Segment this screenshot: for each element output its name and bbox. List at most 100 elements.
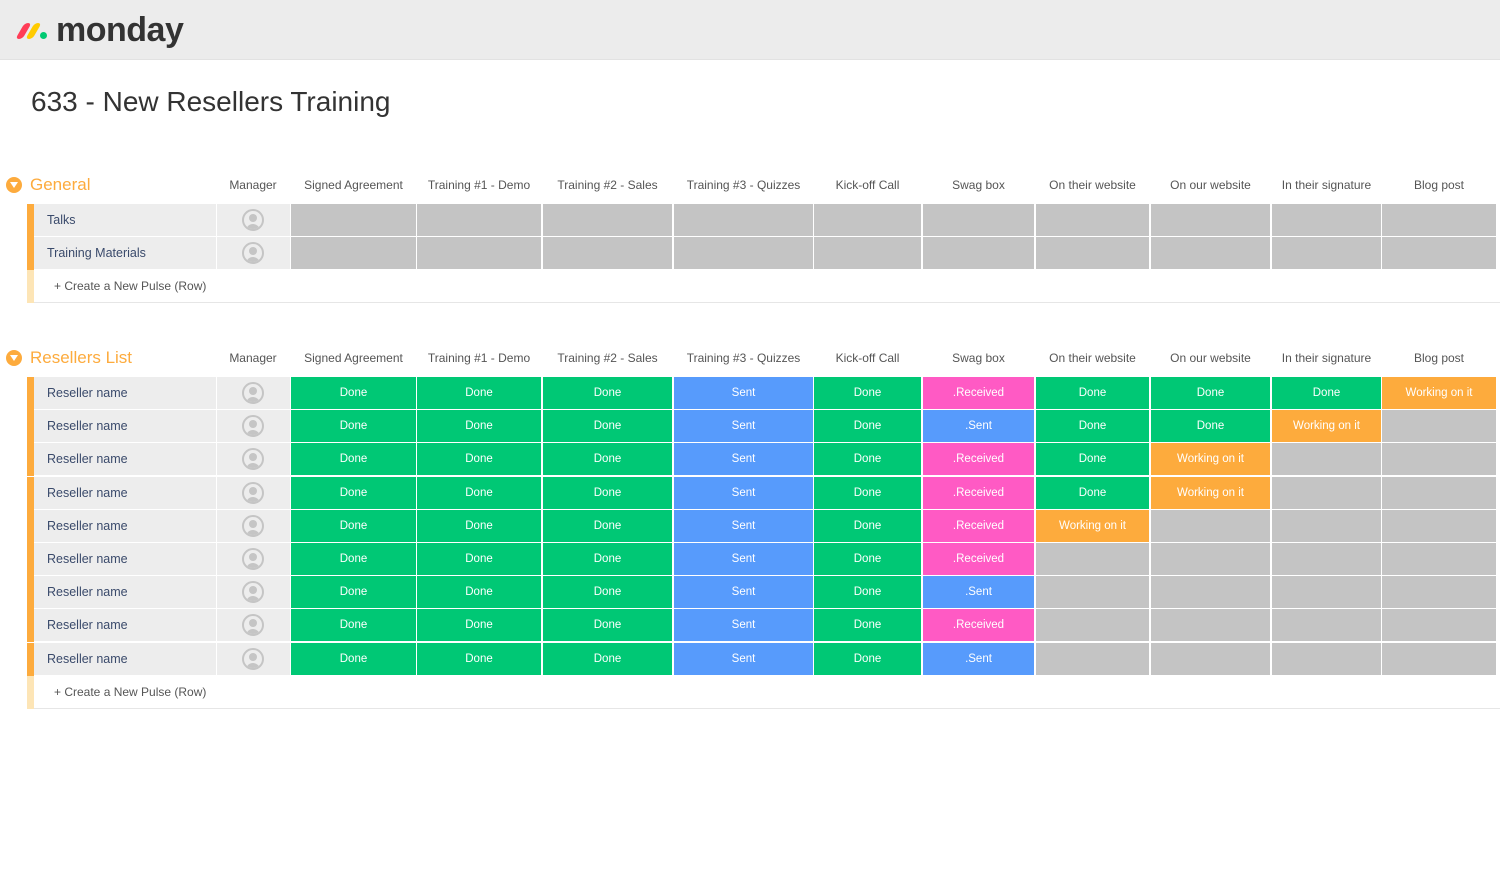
person-avatar-icon[interactable] [242, 515, 264, 537]
status-cell[interactable] [291, 204, 416, 236]
group-title[interactable]: Resellers List [30, 348, 133, 367]
status-cell[interactable] [1382, 443, 1496, 475]
status-cell[interactable] [1382, 543, 1496, 575]
status-cell[interactable] [814, 204, 921, 236]
status-cell[interactable]: Done [543, 443, 672, 475]
group-title[interactable]: General [30, 175, 91, 194]
collapse-chevron-icon[interactable] [6, 177, 22, 193]
status-cell[interactable] [1272, 643, 1381, 675]
manager-cell[interactable] [217, 643, 290, 675]
status-cell[interactable]: Done [417, 543, 541, 575]
status-cell[interactable] [1272, 576, 1381, 608]
status-cell[interactable] [1382, 410, 1496, 442]
person-avatar-icon[interactable] [242, 581, 264, 603]
status-cell[interactable] [1151, 204, 1270, 236]
status-cell[interactable]: Done [291, 510, 416, 542]
status-cell[interactable]: .Received [923, 609, 1034, 641]
manager-cell[interactable] [217, 543, 290, 575]
status-cell[interactable] [543, 204, 672, 236]
status-cell[interactable]: Done [417, 576, 541, 608]
person-avatar-icon[interactable] [242, 382, 264, 404]
column-header-kick-off-call[interactable]: Kick-off Call [835, 351, 900, 365]
status-cell[interactable] [1036, 576, 1149, 608]
status-cell[interactable]: Done [814, 543, 921, 575]
pulse-name[interactable]: Reseller name [34, 377, 216, 409]
manager-cell[interactable] [217, 410, 290, 442]
column-header-training-1-demo[interactable]: Training #1 - Demo [427, 178, 531, 192]
status-cell[interactable] [1151, 237, 1270, 269]
status-cell[interactable] [1382, 576, 1496, 608]
person-avatar-icon[interactable] [242, 648, 264, 670]
person-avatar-icon[interactable] [242, 415, 264, 437]
status-cell[interactable] [1382, 237, 1496, 269]
status-cell[interactable]: Done [291, 643, 416, 675]
column-header-training-1-demo[interactable]: Training #1 - Demo [427, 351, 531, 365]
pulse-name[interactable]: Reseller name [34, 643, 216, 675]
status-cell[interactable]: Sent [674, 410, 813, 442]
manager-cell[interactable] [217, 477, 290, 509]
manager-cell[interactable] [217, 237, 290, 269]
status-cell[interactable] [1382, 477, 1496, 509]
status-cell[interactable]: Sent [674, 609, 813, 641]
status-cell[interactable] [1151, 543, 1270, 575]
status-cell[interactable]: Done [1036, 477, 1149, 509]
status-cell[interactable]: Done [291, 477, 416, 509]
status-cell[interactable] [1272, 510, 1381, 542]
pulse-name[interactable]: Training Materials [34, 237, 216, 269]
column-header-blog-post[interactable]: Blog post [1413, 351, 1465, 365]
create-new-pulse-button[interactable]: + Create a New Pulse (Row) [54, 685, 207, 699]
status-cell[interactable]: Done [417, 443, 541, 475]
status-cell[interactable] [674, 204, 813, 236]
add-pulse-row[interactable]: + Create a New Pulse (Row) [0, 676, 1500, 709]
status-cell[interactable]: .Received [923, 477, 1034, 509]
column-header-training-3-quizzes[interactable]: Training #3 - Quizzes [686, 178, 801, 192]
status-cell[interactable]: Done [417, 510, 541, 542]
collapse-chevron-icon[interactable] [6, 350, 22, 366]
status-cell[interactable] [1151, 609, 1270, 641]
status-cell[interactable]: Done [814, 377, 921, 409]
status-cell[interactable]: Done [814, 443, 921, 475]
status-cell[interactable]: Done [417, 643, 541, 675]
status-cell[interactable]: Working on it [1151, 443, 1270, 475]
column-header-kick-off-call[interactable]: Kick-off Call [835, 178, 900, 192]
status-cell[interactable]: Done [291, 576, 416, 608]
column-header-in-their-signature[interactable]: In their signature [1281, 178, 1372, 192]
status-cell[interactable] [1036, 609, 1149, 641]
status-cell[interactable]: Done [543, 510, 672, 542]
status-cell[interactable] [1272, 543, 1381, 575]
pulse-name[interactable]: Reseller name [34, 543, 216, 575]
status-cell[interactable]: Working on it [1036, 510, 1149, 542]
pulse-name[interactable]: Reseller name [34, 477, 216, 509]
status-cell[interactable] [543, 237, 672, 269]
status-cell[interactable]: Working on it [1382, 377, 1496, 409]
status-cell[interactable]: Done [814, 643, 921, 675]
manager-cell[interactable] [217, 377, 290, 409]
column-header-training-2-sales[interactable]: Training #2 - Sales [557, 178, 658, 192]
status-cell[interactable]: .Received [923, 377, 1034, 409]
status-cell[interactable]: Done [543, 609, 672, 641]
pulse-name[interactable]: Reseller name [34, 443, 216, 475]
status-cell[interactable]: Sent [674, 377, 813, 409]
status-cell[interactable]: Done [543, 643, 672, 675]
column-header-on-their-website[interactable]: On their website [1049, 351, 1136, 365]
status-cell[interactable]: Done [814, 576, 921, 608]
status-cell[interactable] [1272, 443, 1381, 475]
status-cell[interactable]: Done [1151, 377, 1270, 409]
status-cell[interactable]: Done [543, 477, 672, 509]
manager-cell[interactable] [217, 443, 290, 475]
status-cell[interactable] [1272, 204, 1381, 236]
column-header-training-3-quizzes[interactable]: Training #3 - Quizzes [686, 351, 801, 365]
status-cell[interactable] [1272, 237, 1381, 269]
person-avatar-icon[interactable] [242, 614, 264, 636]
person-avatar-icon[interactable] [242, 209, 264, 231]
status-cell[interactable]: Done [417, 477, 541, 509]
create-new-pulse-button[interactable]: + Create a New Pulse (Row) [54, 279, 207, 293]
status-cell[interactable] [1382, 609, 1496, 641]
status-cell[interactable] [1036, 543, 1149, 575]
status-cell[interactable]: Working on it [1151, 477, 1270, 509]
column-header-on-our-website[interactable]: On our website [1170, 351, 1251, 365]
person-avatar-icon[interactable] [242, 548, 264, 570]
status-cell[interactable]: Done [417, 410, 541, 442]
status-cell[interactable] [923, 204, 1034, 236]
status-cell[interactable]: Sent [674, 543, 813, 575]
